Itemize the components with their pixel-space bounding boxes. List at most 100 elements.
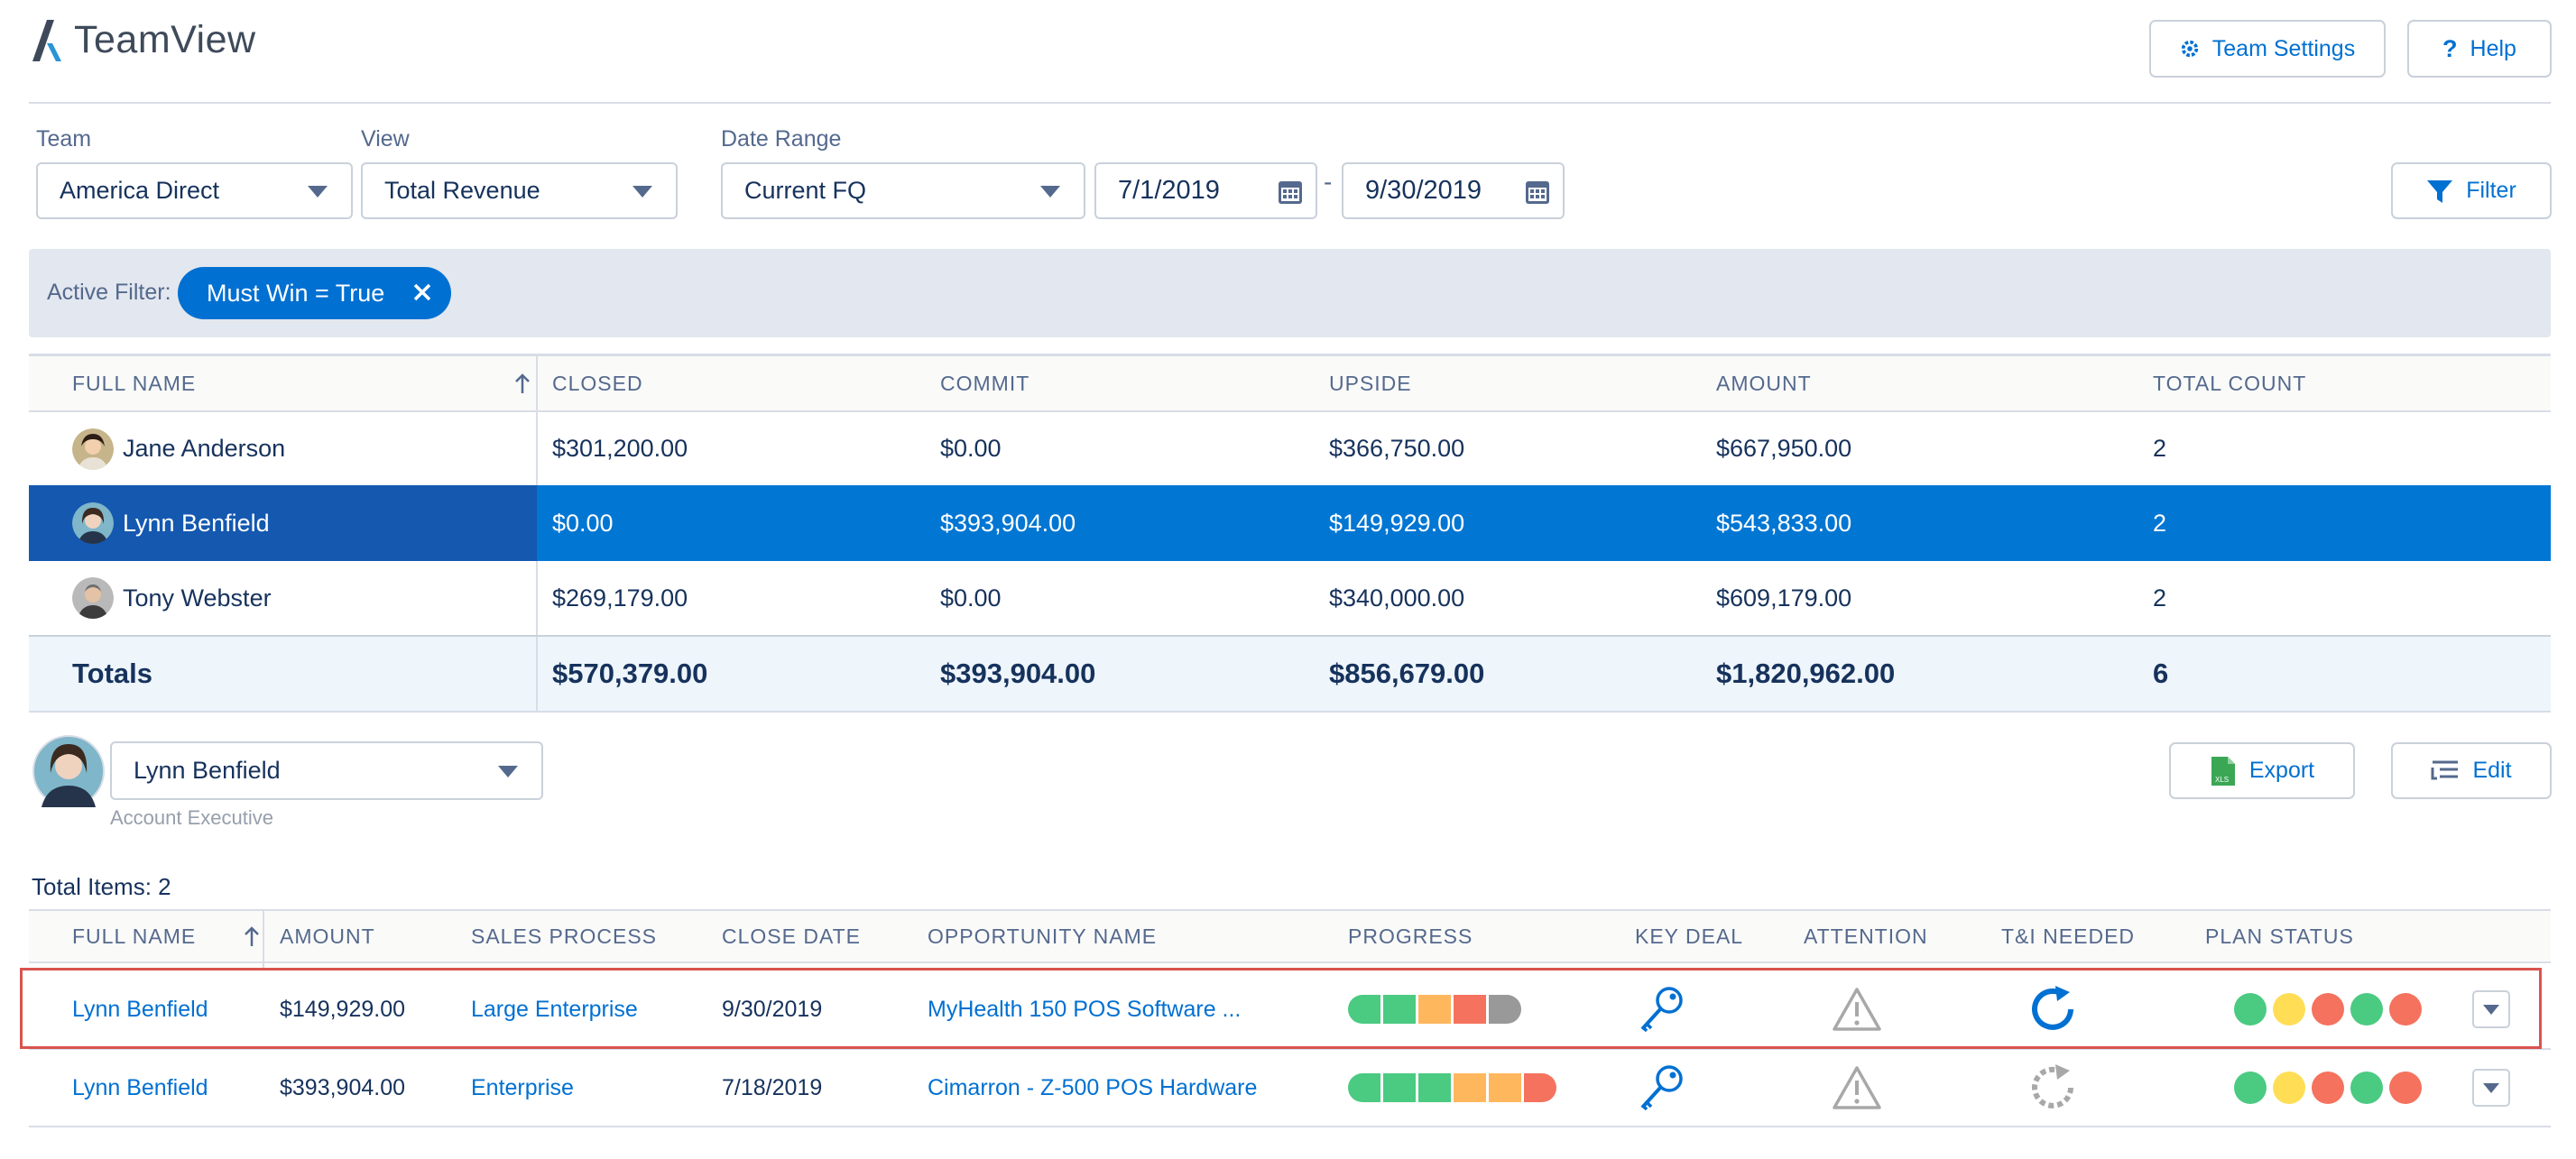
status-dot <box>2234 1072 2267 1104</box>
sort-arrow-up-icon[interactable] <box>514 373 531 394</box>
tni-needed <box>2027 1050 2079 1126</box>
amount-value: $543,833.00 <box>1716 509 1852 537</box>
status-dot <box>2312 993 2344 1026</box>
logo-icon <box>32 20 61 61</box>
edit-label: Edit <box>2472 758 2512 783</box>
progress-segments <box>1348 995 1521 1024</box>
plan-status-dots <box>2234 993 2422 1026</box>
date-range-select[interactable]: Current FQ <box>721 162 1085 219</box>
progress-segment <box>1348 995 1380 1024</box>
start-date-value: 7/1/2019 <box>1118 176 1220 205</box>
upside-value: $340,000.00 <box>1329 584 1465 612</box>
col-plan-status[interactable]: PLAN STATUS <box>2205 924 2354 948</box>
plan-status <box>2234 970 2422 1048</box>
active-filter-pill-label: Must Win = True <box>207 279 385 307</box>
team-value: America Direct <box>60 177 220 204</box>
progress-segment <box>1454 995 1486 1024</box>
start-date-input[interactable]: 7/1/2019 <box>1094 162 1317 219</box>
header-divider <box>29 102 2551 104</box>
team-select[interactable]: America Direct <box>36 162 353 219</box>
end-date-value: 9/30/2019 <box>1365 176 1482 205</box>
col-upside[interactable]: UPSIDE <box>1329 371 1412 395</box>
row-actions[interactable] <box>2472 970 2510 1048</box>
app-logo: TeamView <box>29 16 256 63</box>
table-row[interactable]: Lynn Benfield $393,904.00 Enterprise 7/1… <box>29 1050 2551 1127</box>
date-separator: - <box>1324 168 1333 196</box>
row-actions[interactable] <box>2472 1050 2510 1126</box>
full-name-link[interactable]: Lynn Benfield <box>72 1074 208 1100</box>
col-tni-needed[interactable]: T&I NEEDED <box>2001 924 2136 948</box>
gear-icon <box>2181 40 2198 58</box>
sort-arrow-up-icon[interactable] <box>244 925 260 947</box>
totals-commit: $393,904.00 <box>940 658 1096 689</box>
amount-value: $667,950.00 <box>1716 435 1852 462</box>
close-icon[interactable] <box>410 280 435 305</box>
edit-button[interactable]: Edit <box>2391 742 2552 799</box>
col-key-deal[interactable]: KEY DEAL <box>1635 924 1744 948</box>
amount-value: $393,904.00 <box>280 1074 406 1100</box>
col-sales-process[interactable]: SALES PROCESS <box>471 924 658 948</box>
col-amount[interactable]: AMOUNT <box>1716 371 1812 395</box>
opportunity-link[interactable]: MyHealth 150 POS Software ... <box>928 996 1242 1022</box>
col-opportunity-name[interactable]: OPPORTUNITY NAME <box>928 924 1158 948</box>
filter-label: Filter <box>2466 178 2516 203</box>
closed-value: $269,179.00 <box>552 584 688 612</box>
amount-value: $149,929.00 <box>280 996 406 1022</box>
row-menu-button[interactable] <box>2472 990 2510 1028</box>
progress-bar <box>1348 1050 1556 1126</box>
team-label: Team <box>36 126 92 152</box>
chevron-down-icon <box>498 765 518 777</box>
col-attention[interactable]: ATTENTION <box>1804 924 1928 948</box>
person-select[interactable]: Lynn Benfield <box>110 741 543 800</box>
full-name: Tony Webster <box>123 584 272 612</box>
team-settings-button[interactable]: Team Settings <box>2149 20 2386 78</box>
col-progress[interactable]: PROGRESS <box>1348 924 1473 948</box>
help-label: Help <box>2470 35 2516 61</box>
opportunity-link[interactable]: Cimarron - Z-500 POS Hardware <box>928 1074 1258 1100</box>
col-total-count[interactable]: TOTAL COUNT <box>2153 371 2307 395</box>
col-close-date[interactable]: CLOSE DATE <box>722 924 861 948</box>
totals-label: Totals <box>72 658 152 689</box>
table-row[interactable]: Lynn Benfield $149,929.00 Large Enterpri… <box>29 970 2551 1050</box>
table-row[interactable]: Jane Anderson $301,200.00 $0.00 $366,750… <box>29 412 2551 486</box>
chevron-down-icon <box>1040 185 1060 198</box>
table-row-selected[interactable]: Lynn Benfield $0.00 $393,904.00 $149,929… <box>29 485 2551 561</box>
edit-columns-icon <box>2431 760 2459 779</box>
calendar-icon[interactable] <box>1525 178 1550 205</box>
sales-process-link[interactable]: Enterprise <box>471 1074 574 1100</box>
key-deal <box>1635 1050 1689 1126</box>
export-button[interactable]: XLS Export <box>2169 742 2355 799</box>
table-row[interactable]: Tony Webster $269,179.00 $0.00 $340,000.… <box>29 561 2551 637</box>
active-filter-pill[interactable]: Must Win = True <box>178 267 451 319</box>
closed-value: $0.00 <box>552 509 614 537</box>
filter-button[interactable]: Filter <box>2391 162 2552 219</box>
full-name: Jane Anderson <box>123 435 286 462</box>
progress-segment <box>1454 1073 1486 1102</box>
plan-status-dots <box>2234 1072 2422 1104</box>
status-dot <box>2350 993 2383 1026</box>
col-amount[interactable]: AMOUNT <box>280 924 375 948</box>
progress-segment <box>1383 1073 1416 1102</box>
excel-file-icon: XLS <box>2211 756 2235 786</box>
status-dot <box>2389 993 2422 1026</box>
team-settings-label: Team Settings <box>2211 35 2356 61</box>
refresh-icon <box>2032 1064 2073 1108</box>
progress-segment <box>1418 1073 1451 1102</box>
tni-needed <box>2027 970 2079 1048</box>
help-button[interactable]: ? Help <box>2407 20 2552 78</box>
col-full-name[interactable]: FULL NAME <box>72 924 197 948</box>
row-menu-button[interactable] <box>2472 1069 2510 1107</box>
col-full-name[interactable]: FULL NAME <box>72 371 197 395</box>
warning-icon <box>1833 1066 1881 1109</box>
key-deal <box>1635 970 1689 1048</box>
col-commit[interactable]: COMMIT <box>940 371 1030 395</box>
refresh-icon <box>2032 986 2073 1030</box>
avatar <box>72 428 114 470</box>
date-range-label: Date Range <box>721 126 842 152</box>
sales-process-link[interactable]: Large Enterprise <box>471 996 638 1022</box>
col-closed[interactable]: CLOSED <box>552 371 643 395</box>
view-select[interactable]: Total Revenue <box>361 162 678 219</box>
full-name-link[interactable]: Lynn Benfield <box>72 996 208 1022</box>
calendar-icon[interactable] <box>1278 178 1303 205</box>
end-date-input[interactable]: 9/30/2019 <box>1342 162 1565 219</box>
